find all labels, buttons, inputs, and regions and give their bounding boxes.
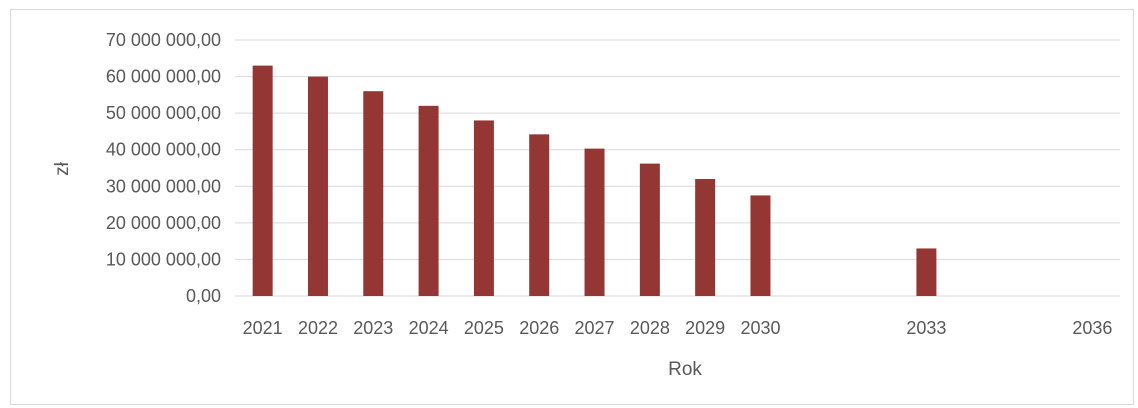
y-axis-title: zł	[52, 161, 73, 176]
x-tick-label: 2029	[685, 318, 725, 338]
y-tick-label: 10 000 000,00	[106, 249, 221, 269]
y-tick-label: 40 000 000,00	[106, 140, 221, 160]
bar-2028	[639, 163, 660, 296]
bar-2030	[750, 195, 771, 296]
x-tick-label: 2028	[630, 318, 670, 338]
x-tick-label: 2024	[409, 318, 449, 338]
bar-2023	[363, 91, 384, 296]
x-axis-title: Rok	[668, 359, 702, 380]
bar-2025	[473, 120, 494, 296]
bar-2033	[916, 248, 937, 296]
y-tick-label: 0,00	[186, 286, 221, 306]
bars	[252, 65, 937, 296]
x-tick-label: 2023	[353, 318, 393, 338]
x-tick-label: 2027	[575, 318, 615, 338]
bar-2022	[307, 76, 328, 296]
x-tick-label: 2025	[464, 318, 504, 338]
x-tick-label: 2021	[243, 318, 283, 338]
y-tick-label: 70 000 000,00	[106, 30, 221, 50]
bar-2021	[252, 65, 273, 296]
x-tick-label: 2033	[906, 318, 946, 338]
x-tick-label: 2026	[519, 318, 559, 338]
y-tick-label: 50 000 000,00	[106, 103, 221, 123]
x-tick-label: 2036	[1072, 318, 1112, 338]
bar-2024	[418, 105, 439, 296]
bar-2029	[695, 178, 716, 296]
bar-2027	[584, 148, 605, 296]
chart-area	[10, 9, 1134, 405]
x-tick-label: 2022	[298, 318, 338, 338]
y-tick-label: 60 000 000,00	[106, 67, 221, 87]
bar-2026	[529, 134, 550, 296]
y-axis-ticks: 0,00 10 000 000,00 20 000 000,00 30 000 000…	[106, 30, 221, 306]
x-axis-ticks: 2021 2022 2023 2024 2025 2026 2027 2028 2029 2030…	[243, 318, 1113, 338]
y-tick-label: 30 000 000,00	[106, 176, 221, 196]
x-tick-label: 2030	[740, 318, 780, 338]
y-tick-label: 20 000 000,00	[106, 213, 221, 233]
